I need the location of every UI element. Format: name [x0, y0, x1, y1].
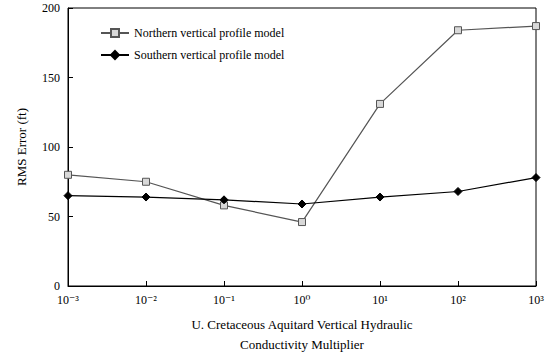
svg-text:10⁻²: 10⁻²: [135, 293, 157, 307]
svg-text:Conductivity Multiplier: Conductivity Multiplier: [240, 337, 365, 352]
svg-text:U. Cretaceous Aquitard Vertica: U. Cretaceous Aquitard Vertical Hydrauli…: [191, 317, 412, 332]
svg-text:10²: 10²: [450, 293, 466, 307]
svg-text:10¹: 10¹: [372, 293, 388, 307]
svg-text:10⁻¹: 10⁻¹: [213, 293, 235, 307]
svg-text:150: 150: [42, 71, 60, 85]
svg-text:200: 200: [42, 1, 60, 15]
svg-text:Northern vertical profile mode: Northern vertical profile model: [134, 26, 285, 40]
svg-text:100: 100: [42, 140, 60, 154]
svg-text:10⁻³: 10⁻³: [57, 293, 79, 307]
svg-text:50: 50: [48, 210, 60, 224]
svg-text:10⁰: 10⁰: [294, 293, 311, 307]
svg-text:Southern vertical profile mode: Southern vertical profile model: [134, 48, 285, 62]
svg-text:RMS Error (ft): RMS Error (ft): [14, 108, 29, 186]
svg-text:0: 0: [54, 279, 60, 293]
svg-text:10³: 10³: [528, 293, 544, 307]
